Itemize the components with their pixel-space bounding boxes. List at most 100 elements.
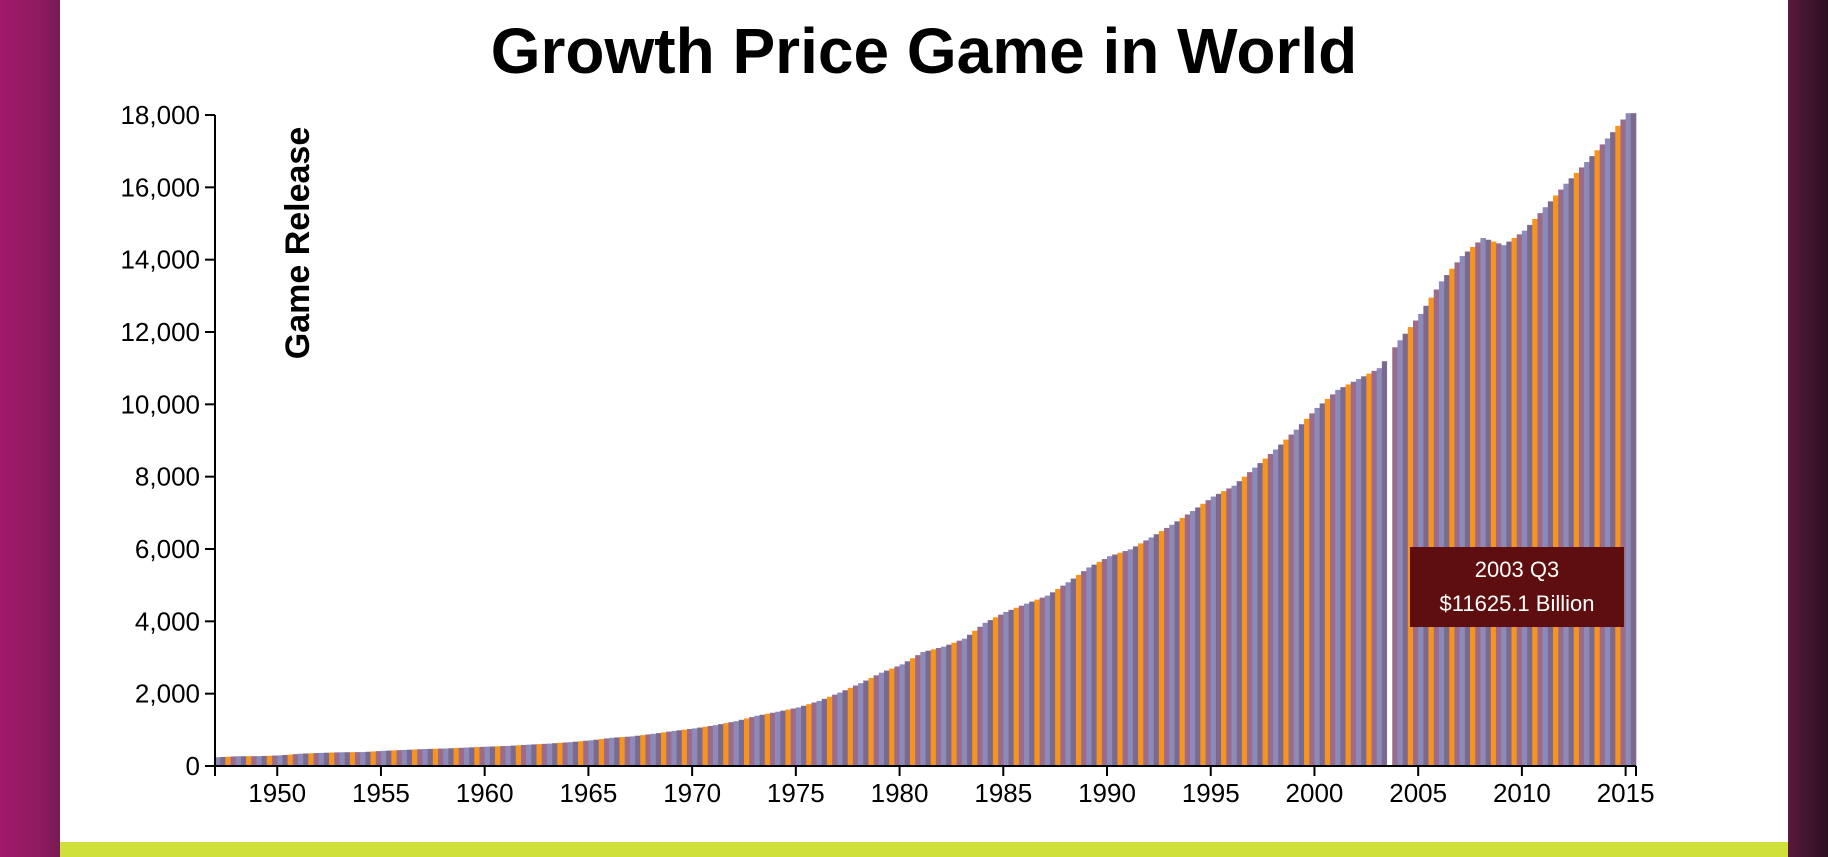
bar-1959-q2[interactable]	[469, 747, 475, 766]
bar-2007-q4[interactable]	[1475, 242, 1481, 767]
bar-1963-q3[interactable]	[557, 742, 563, 766]
bar-1955-q1[interactable]	[380, 750, 387, 766]
bar-1963-q1[interactable]	[546, 743, 553, 766]
bar-1996-q4[interactable]	[1247, 472, 1253, 766]
bar-1990-q2[interactable]	[1112, 554, 1118, 766]
bar-1976-q4[interactable]	[832, 694, 838, 766]
bar-1996-q1[interactable]	[1231, 485, 1237, 766]
bar-1997-q3[interactable]	[1262, 458, 1269, 766]
bar-1949-q3[interactable]	[266, 755, 273, 766]
bar-1961-q3[interactable]	[515, 745, 522, 766]
bar-1991-q2[interactable]	[1132, 546, 1139, 766]
bar-1992-q4[interactable]	[1164, 527, 1170, 766]
bar-1989-q2[interactable]	[1091, 564, 1097, 766]
bar-1966-q4[interactable]	[624, 736, 631, 766]
bar-2003-q4[interactable]	[1392, 347, 1398, 766]
bar-2009-q4[interactable]	[1516, 234, 1523, 767]
bar-1974-q2[interactable]	[780, 710, 786, 766]
bar-2011-q1[interactable]	[1542, 207, 1549, 767]
bar-1982-q2[interactable]	[946, 644, 952, 766]
bar-1983-q2[interactable]	[966, 634, 973, 766]
bar-1951-q1[interactable]	[297, 753, 304, 766]
bar-1952-q2[interactable]	[323, 752, 330, 766]
bar-1999-q2[interactable]	[1298, 424, 1305, 766]
bar-1969-q3[interactable]	[681, 729, 688, 766]
bar-1968-q2[interactable]	[655, 733, 662, 766]
bar-1958-q3[interactable]	[453, 748, 460, 766]
bar-1975-q1[interactable]	[795, 707, 802, 766]
bar-1965-q3[interactable]	[598, 739, 605, 766]
bar-2005-q2[interactable]	[1423, 305, 1429, 766]
bar-1975-q2[interactable]	[801, 705, 807, 766]
bar-1968-q3[interactable]	[661, 732, 667, 766]
bar-1955-q3[interactable]	[391, 750, 397, 766]
bar-1968-q1[interactable]	[650, 733, 657, 766]
bar-1997-q4[interactable]	[1267, 454, 1274, 766]
bar-1986-q2[interactable]	[1029, 601, 1035, 766]
bar-2012-q4[interactable]	[1578, 167, 1585, 766]
bar-2013-q4[interactable]	[1599, 144, 1606, 766]
bar-1983-q4[interactable]	[977, 626, 983, 766]
bar-1957-q4[interactable]	[438, 748, 444, 766]
bar-1984-q3[interactable]	[992, 617, 999, 766]
bar-2000-q1[interactable]	[1314, 407, 1320, 766]
bar-1991-q3[interactable]	[1138, 543, 1144, 766]
bar-1991-q4[interactable]	[1143, 540, 1149, 766]
bar-1953-q3[interactable]	[349, 752, 356, 766]
bar-1950-q2[interactable]	[282, 754, 288, 766]
bar-1947-q2[interactable]	[220, 756, 226, 766]
bar-2008-q1[interactable]	[1480, 237, 1486, 767]
bar-1996-q3[interactable]	[1241, 476, 1248, 766]
bar-1952-q1[interactable]	[318, 752, 325, 766]
bar-1986-q1[interactable]	[1024, 603, 1030, 766]
bar-1979-q3[interactable]	[889, 668, 895, 766]
bar-1956-q2[interactable]	[406, 749, 413, 766]
bar-1955-q2[interactable]	[386, 750, 392, 766]
bar-1959-q1[interactable]	[463, 747, 470, 766]
bar-1950-q4[interactable]	[292, 754, 299, 766]
bar-1970-q4[interactable]	[707, 725, 714, 766]
bar-1957-q3[interactable]	[432, 748, 439, 766]
bar-2003-q2[interactable]	[1381, 361, 1388, 766]
bar-1949-q4[interactable]	[272, 755, 278, 766]
bar-2001-q4[interactable]	[1350, 381, 1357, 766]
bar-2005-q1[interactable]	[1418, 313, 1424, 766]
bar-2008-q2[interactable]	[1485, 239, 1492, 766]
bar-1955-q4[interactable]	[396, 750, 402, 766]
bar-1974-q3[interactable]	[785, 709, 791, 766]
bar-1953-q2[interactable]	[344, 752, 351, 766]
bar-1995-q4[interactable]	[1226, 488, 1232, 766]
bar-1958-q1[interactable]	[443, 748, 449, 766]
bar-2007-q1[interactable]	[1459, 256, 1466, 766]
bar-1980-q1[interactable]	[899, 664, 906, 766]
bar-1990-q1[interactable]	[1107, 556, 1113, 766]
bar-1954-q1[interactable]	[360, 752, 366, 766]
bar-1977-q4[interactable]	[852, 685, 859, 766]
bar-2006-q2[interactable]	[1444, 275, 1450, 766]
bar-1960-q1[interactable]	[484, 746, 491, 766]
bar-1962-q4[interactable]	[541, 743, 548, 766]
bar-1949-q2[interactable]	[261, 755, 268, 766]
bar-1975-q4[interactable]	[811, 702, 817, 766]
bar-2013-q3[interactable]	[1594, 150, 1600, 766]
bar-1951-q3[interactable]	[308, 753, 314, 766]
bar-1981-q1[interactable]	[920, 652, 926, 766]
bar-1992-q1[interactable]	[1148, 537, 1154, 766]
bar-1983-q3[interactable]	[972, 630, 978, 766]
bar-1973-q1[interactable]	[754, 715, 760, 766]
bar-1992-q3[interactable]	[1158, 531, 1165, 766]
bar-1965-q2[interactable]	[593, 739, 600, 766]
bar-1947-q4[interactable]	[230, 756, 237, 766]
bar-2008-q3[interactable]	[1490, 241, 1497, 766]
bar-1951-q4[interactable]	[313, 753, 320, 766]
bar-1994-q4[interactable]	[1205, 500, 1212, 766]
bar-1984-q4[interactable]	[998, 614, 1004, 766]
bar-2002-q1[interactable]	[1355, 379, 1362, 766]
bar-1982-q4[interactable]	[956, 640, 963, 766]
bar-2002-q3[interactable]	[1366, 373, 1372, 766]
bar-1951-q2[interactable]	[303, 753, 309, 767]
bar-1999-q4[interactable]	[1309, 413, 1315, 767]
bar-1971-q4[interactable]	[728, 722, 734, 766]
bar-1986-q4[interactable]	[1039, 597, 1046, 766]
bar-2000-q2[interactable]	[1319, 403, 1326, 766]
